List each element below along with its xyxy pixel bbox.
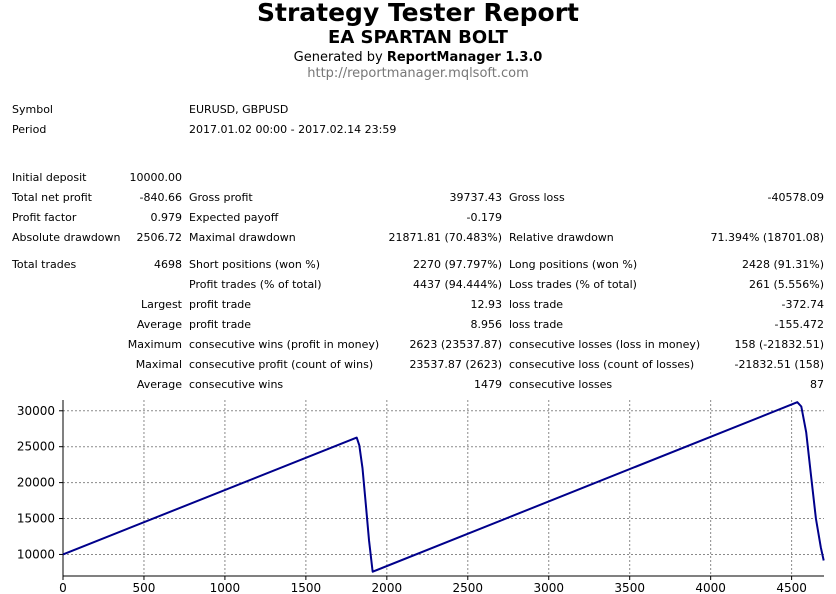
- absolute-drawdown-label: Absolute drawdown: [12, 231, 121, 244]
- profit-factor-label: Profit factor: [12, 211, 77, 224]
- loss-trades-label: Loss trades (% of total): [509, 278, 637, 291]
- largest-profit-value: 12.93: [470, 298, 503, 311]
- maximal-cons-profit-label: consecutive profit (count of wins): [189, 358, 374, 371]
- y-tick-label: 20000: [17, 476, 55, 490]
- total-net-profit-label: Total net profit: [12, 191, 92, 204]
- x-tick-label: 2500: [453, 581, 484, 594]
- report-table: Symbol EURUSD, GBPUSD Period 2017.01.02 …: [12, 103, 824, 391]
- initial-deposit-label: Initial deposit: [12, 171, 87, 184]
- gross-loss-value: -40578.09: [767, 191, 824, 204]
- expert-name: EA SPARTAN BOLT: [328, 27, 508, 48]
- max-cons-losses-value: 158 (-21832.51): [734, 338, 824, 351]
- report-title: Strategy Tester Report: [256, 0, 580, 27]
- relative-drawdown-value: 71.394% (18701.08): [710, 231, 824, 244]
- short-positions-value: 2270 (97.797%): [412, 258, 502, 271]
- largest-loss-label: loss trade: [509, 298, 564, 311]
- x-tick-label: 4000: [695, 581, 726, 594]
- generated-by: Generated by ReportManager 1.3.0: [0, 50, 836, 66]
- max-cons-wins-label: consecutive wins (profit in money): [189, 338, 380, 351]
- x-tick-label: 0: [59, 581, 67, 594]
- average-label: Average: [136, 318, 182, 331]
- maximal-drawdown-value: 21871.81 (70.483%): [388, 231, 502, 244]
- maximum-label: Maximum: [127, 338, 182, 351]
- relative-drawdown-label: Relative drawdown: [509, 231, 614, 244]
- y-tick-label: 30000: [17, 404, 55, 418]
- largest-profit-label: profit trade: [189, 298, 252, 311]
- symbol-label: Symbol: [12, 103, 53, 116]
- largest-label: Largest: [141, 298, 182, 311]
- initial-deposit-value: 10000.00: [129, 171, 183, 184]
- x-tick-label: 3000: [533, 581, 564, 594]
- max-cons-losses-label: consecutive losses (loss in money): [509, 338, 701, 351]
- total-trades-label: Total trades: [12, 258, 77, 271]
- period-value: 2017.01.02 00:00 - 2017.02.14 23:59: [189, 123, 397, 136]
- maximal-cons-loss-label: consecutive loss (count of losses): [509, 358, 695, 371]
- expected-payoff-value: -0.179: [466, 211, 502, 224]
- expected-payoff-label: Expected payoff: [189, 211, 279, 224]
- generated-prefix: Generated by: [293, 50, 387, 65]
- maximal-label: Maximal: [135, 358, 182, 371]
- x-tick-label: 3500: [614, 581, 645, 594]
- avg-cons-wins-label: consecutive wins: [189, 378, 284, 391]
- total-trades-value: 4698: [154, 258, 182, 271]
- avg-cons-wins-value: 1479: [474, 378, 502, 391]
- period-label: Period: [12, 123, 47, 136]
- gross-loss-label: Gross loss: [509, 191, 565, 204]
- total-net-profit-value: -840.66: [139, 191, 182, 204]
- x-tick-label: 2000: [372, 581, 403, 594]
- absolute-drawdown-value: 2506.72: [136, 231, 183, 244]
- x-tick-label: 500: [133, 581, 156, 594]
- symbol-value: EURUSD, GBPUSD: [189, 103, 289, 116]
- balance-line: [62, 401, 825, 573]
- loss-trades-value: 261 (5.556%): [748, 278, 824, 291]
- x-tick-label: 1000: [210, 581, 241, 594]
- avg-cons-losses-label: consecutive losses: [509, 378, 613, 391]
- maximal-cons-profit-value: 23537.87 (2623): [409, 358, 502, 371]
- avg-cons-losses-value: 87: [810, 378, 824, 391]
- maximal-cons-loss-value: -21832.51 (158): [734, 358, 824, 371]
- long-positions-value: 2428 (91.31%): [741, 258, 824, 271]
- generator-name: ReportManager 1.3.0: [386, 50, 543, 65]
- profit-factor-value: 0.979: [150, 211, 183, 224]
- y-tick-label: 15000: [17, 512, 55, 526]
- gross-profit-label: Gross profit: [189, 191, 253, 204]
- average-loss-value: -155.472: [774, 318, 824, 331]
- y-tick-label: 10000: [17, 547, 55, 561]
- average-profit-value: 8.956: [470, 318, 503, 331]
- short-positions-label: Short positions (won %): [189, 258, 321, 271]
- x-tick-label: 4500: [776, 581, 807, 594]
- largest-loss-value: -372.74: [781, 298, 824, 311]
- long-positions-label: Long positions (won %): [509, 258, 638, 271]
- balance-chart: 0 500 1000 1500 2000 2500 3000 3500 4000 4500 1000…: [17, 400, 825, 594]
- average-cons-label: Average: [136, 378, 182, 391]
- profit-trades-label: Profit trades (% of total): [189, 278, 322, 291]
- generator-url: http://reportmanager.mqlsoft.com: [307, 66, 529, 81]
- y-tick-label: 25000: [17, 440, 55, 454]
- average-loss-label: loss trade: [509, 318, 564, 331]
- gross-profit-value: 39737.43: [449, 191, 503, 204]
- max-cons-wins-value: 2623 (23537.87): [409, 338, 502, 351]
- average-profit-label: profit trade: [189, 318, 252, 331]
- x-tick-label: 1500: [291, 581, 322, 594]
- maximal-drawdown-label: Maximal drawdown: [189, 231, 296, 244]
- profit-trades-value: 4437 (94.444%): [412, 278, 502, 291]
